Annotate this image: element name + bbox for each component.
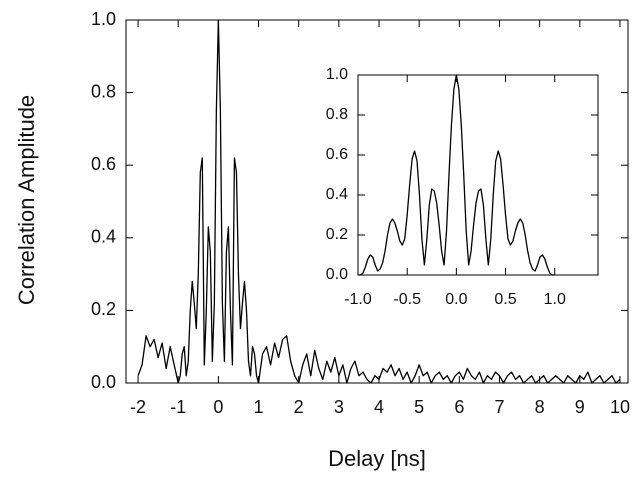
x-tick-label: 5 — [414, 397, 424, 417]
plot-frame — [357, 74, 599, 276]
x-tick-label: -2 — [130, 397, 146, 417]
data-line — [137, 19, 621, 384]
x-tick-label: 7 — [494, 397, 504, 417]
x-tick-label: 0.0 — [445, 291, 467, 308]
y-tick-label: 0.4 — [91, 227, 116, 247]
x-tick-label: 10 — [610, 397, 630, 417]
x-tick-label: 2 — [294, 397, 304, 417]
x-tick-label: 0 — [213, 397, 223, 417]
y-tick-label: 0.2 — [91, 299, 116, 319]
y-tick-label: 0.8 — [326, 106, 348, 123]
x-tick-label: -1.0 — [344, 291, 372, 308]
x-tick-label: 1 — [254, 397, 264, 417]
y-tick-label: 0.6 — [91, 154, 116, 174]
data-line — [358, 74, 555, 276]
x-tick-label: 6 — [454, 397, 464, 417]
y-tick-label: 0.0 — [326, 266, 348, 283]
y-tick-label: 0.4 — [326, 186, 348, 203]
x-tick-label: 4 — [374, 397, 384, 417]
y-tick-label: 0.6 — [326, 146, 348, 163]
x-tick-label: 1.0 — [544, 291, 566, 308]
y-axis-label: Correlation Amplitude — [14, 95, 39, 305]
y-tick-label: 1.0 — [91, 9, 116, 29]
x-tick-label: 8 — [535, 397, 545, 417]
x-tick-label: 0.5 — [494, 291, 516, 308]
y-tick-label: 0.8 — [91, 81, 116, 101]
x-tick-label: -0.5 — [393, 291, 421, 308]
x-tick-label: 9 — [575, 397, 585, 417]
y-tick-label: 0.2 — [326, 226, 348, 243]
x-tick-label: 3 — [334, 397, 344, 417]
y-tick-label: 0.0 — [91, 372, 116, 392]
x-axis-label: Delay [ns] — [328, 446, 426, 471]
x-tick-label: -1 — [170, 397, 186, 417]
y-tick-label: 1.0 — [326, 66, 348, 83]
